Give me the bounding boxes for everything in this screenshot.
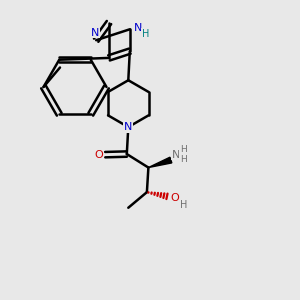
Text: O: O: [94, 150, 103, 160]
Polygon shape: [148, 157, 172, 168]
Text: H: H: [180, 145, 187, 154]
Text: N: N: [124, 122, 133, 132]
Text: N: N: [172, 150, 181, 160]
Text: O: O: [171, 193, 179, 202]
Text: N: N: [91, 28, 99, 38]
Text: H: H: [142, 29, 149, 39]
Text: H: H: [180, 155, 187, 164]
Text: H: H: [180, 200, 187, 210]
Text: N: N: [134, 23, 142, 33]
